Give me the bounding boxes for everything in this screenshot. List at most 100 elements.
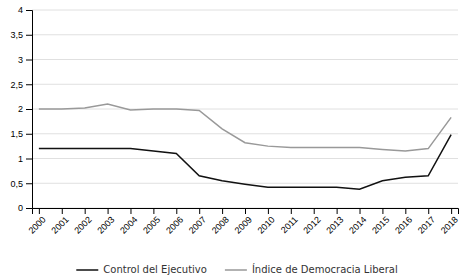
x-tick: 2001 <box>49 208 70 236</box>
y-tick: 0 <box>18 203 32 213</box>
x-tick-mark <box>245 208 246 214</box>
grid-line <box>32 84 458 85</box>
x-tick-label: 2012 <box>301 214 322 235</box>
x-tick-mark <box>268 208 269 214</box>
x-tick-label: 2018 <box>439 214 460 235</box>
y-tick-label: 4 <box>18 5 23 15</box>
x-tick: 2013 <box>324 208 345 236</box>
x-tick-mark <box>360 208 361 214</box>
x-tick-label: 2009 <box>233 214 254 235</box>
y-tick-mark <box>26 84 32 85</box>
x-tick-mark <box>405 208 406 214</box>
y-tick-label: 3 <box>18 55 23 65</box>
chart: 2000200120022003200420052006200720082009… <box>0 0 474 280</box>
x-tick-label: 2015 <box>370 214 391 235</box>
legend: Control del Ejecutivo Índice de Democraci… <box>76 263 397 275</box>
legend-swatch <box>225 269 247 271</box>
y-tick: 1,5 <box>10 129 32 139</box>
x-tick-label: 2000 <box>27 214 48 235</box>
x-tick: 2008 <box>210 208 231 236</box>
x-tick: 2012 <box>301 208 322 236</box>
series-line <box>39 104 451 151</box>
x-tick-label: 2007 <box>187 214 208 235</box>
y-tick-mark <box>26 159 32 160</box>
y-tick: 0,5 <box>10 179 32 189</box>
x-tick: 2011 <box>279 208 300 235</box>
x-tick-mark <box>451 208 452 214</box>
x-tick: 2014 <box>347 208 368 236</box>
y-tick: 2,5 <box>10 80 32 90</box>
grid-line <box>32 158 458 159</box>
x-tick-mark <box>199 208 200 214</box>
x-tick-mark <box>85 208 86 214</box>
y-tick-mark <box>26 35 32 36</box>
x-tick: 2009 <box>233 208 254 236</box>
x-tick-label: 2013 <box>324 214 345 235</box>
y-tick: 1 <box>18 154 32 164</box>
y-tick-label: 2 <box>18 104 23 114</box>
x-tick-label: 2014 <box>347 214 368 235</box>
x-tick-mark <box>153 208 154 214</box>
x-axis: 2000200120022003200420052006200720082009… <box>27 208 460 236</box>
x-tick-label: 2002 <box>72 214 93 235</box>
y-tick-mark <box>26 134 32 135</box>
x-tick-mark <box>108 208 109 214</box>
x-tick-mark <box>382 208 383 214</box>
x-tick-label: 2003 <box>95 214 116 235</box>
x-tick: 2015 <box>370 208 391 236</box>
x-tick: 2007 <box>187 208 208 236</box>
x-tick: 2006 <box>164 208 185 236</box>
y-tick: 3 <box>18 55 32 65</box>
y-tick: 4 <box>18 5 32 15</box>
y-axis-line <box>26 11 33 209</box>
x-tick: 2000 <box>27 208 48 236</box>
grid-line <box>32 133 458 134</box>
x-tick-label: 2016 <box>393 214 414 235</box>
x-tick-mark <box>314 208 315 214</box>
x-tick-label: 2017 <box>416 214 437 235</box>
y-tick-label: 1 <box>18 154 23 164</box>
grid-line <box>32 59 458 60</box>
x-tick: 2004 <box>118 208 139 236</box>
y-tick-label: 3,5 <box>10 30 23 40</box>
x-tick-mark <box>291 208 292 214</box>
x-tick-label: 2011 <box>279 214 300 235</box>
grid-y <box>32 10 458 208</box>
x-tick-mark <box>337 208 338 214</box>
x-tick-mark <box>428 208 429 214</box>
x-tick-label: 2008 <box>210 214 231 235</box>
y-tick: 2 <box>18 104 32 114</box>
legend-item: Control del Ejecutivo <box>76 264 207 275</box>
x-tick-mark <box>62 208 63 214</box>
y-tick-label: 0,5 <box>10 179 23 189</box>
x-tick: 2005 <box>141 208 162 236</box>
x-tick-label: 2004 <box>118 214 139 235</box>
legend-swatch <box>76 269 98 271</box>
y-tick-label: 1,5 <box>10 129 23 139</box>
y-tick-label: 2,5 <box>10 80 23 90</box>
x-tick: 2010 <box>256 208 277 236</box>
y-tick-mark <box>26 60 32 61</box>
y-tick-mark <box>26 109 32 110</box>
legend-label: Control del Ejecutivo <box>103 264 207 275</box>
y-tick: 3,5 <box>10 30 32 40</box>
legend-label: Índice de Democracia Liberal <box>252 263 398 275</box>
y-tick-mark <box>26 183 32 184</box>
x-tick-label: 2001 <box>49 214 70 235</box>
y-tick-mark <box>26 208 32 209</box>
x-tick: 2002 <box>72 208 93 236</box>
x-axis-line <box>33 209 459 215</box>
x-tick-label: 2010 <box>256 214 277 235</box>
y-axis: 0 0,5 1 1,5 2 2,5 3 3,5 4 <box>10 5 32 213</box>
legend-item: Índice de Democracia Liberal <box>225 263 398 275</box>
y-tick-label: 0 <box>18 203 23 213</box>
x-tick: 2016 <box>393 208 414 236</box>
x-tick-mark <box>39 208 40 214</box>
lines <box>39 104 451 189</box>
x-tick-mark <box>130 208 131 214</box>
plot: 2000200120022003200420052006200720082009… <box>10 5 460 235</box>
x-tick-mark <box>176 208 177 214</box>
x-tick: 2017 <box>416 208 437 236</box>
grid-line <box>32 34 458 35</box>
x-tick-mark <box>222 208 223 214</box>
